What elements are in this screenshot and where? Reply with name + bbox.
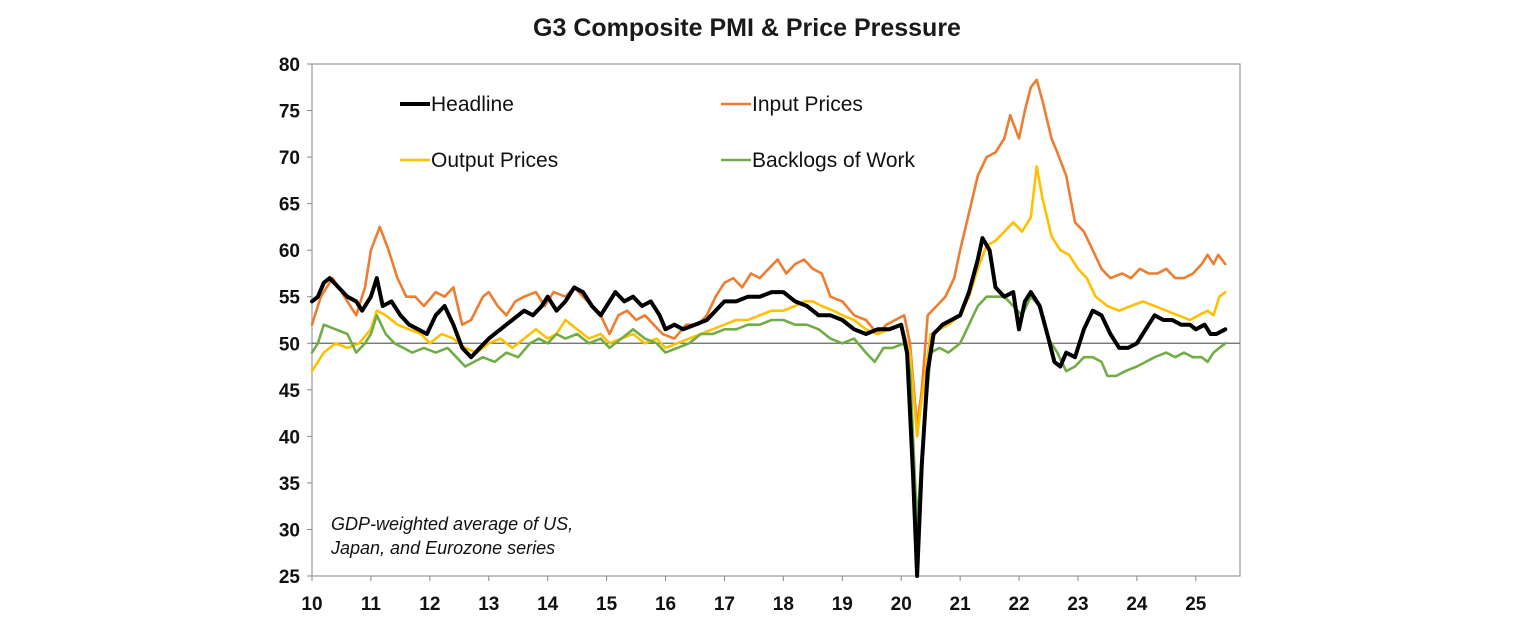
y-tick-label: 55 <box>279 288 301 309</box>
legend-label-input-prices: Input Prices <box>752 93 863 116</box>
y-tick-label: 25 <box>279 567 301 588</box>
annotation-line-2: Japan, and Eurozone series <box>330 538 555 558</box>
x-tick-label: 24 <box>1126 594 1148 615</box>
annotation-line-1: GDP-weighted average of US, <box>331 514 573 534</box>
series-line-input-prices <box>310 78 1227 429</box>
x-tick-label: 14 <box>537 594 559 615</box>
y-tick-label: 70 <box>279 148 300 169</box>
y-tick-label: 80 <box>279 55 300 76</box>
x-tick-label: 23 <box>1067 594 1088 615</box>
x-tick-label: 18 <box>773 594 794 615</box>
x-tick-label: 11 <box>361 594 382 615</box>
x-tick-label: 10 <box>301 594 322 615</box>
series-line-backlogs-of-work <box>310 295 1227 527</box>
y-tick-label: 40 <box>279 427 300 448</box>
y-tick-label: 50 <box>279 334 300 355</box>
annotation-group: GDP-weighted average of US, Japan, and E… <box>330 514 573 558</box>
x-tick-label: 17 <box>714 594 735 615</box>
y-tick-label: 35 <box>279 474 301 495</box>
legend-label-output-prices: Output Prices <box>431 149 558 172</box>
x-axis: 10 11 12 13 14 15 16 17 18 19 20 21 22 23 24 25 <box>301 576 1207 615</box>
x-tick-label: 15 <box>596 594 618 615</box>
x-tick-label: 19 <box>832 594 853 615</box>
y-tick-label: 30 <box>279 520 300 541</box>
x-tick-label: 25 <box>1185 594 1207 615</box>
series-line-headline <box>310 236 1228 578</box>
x-tick-label: 21 <box>950 594 972 615</box>
legend-label-backlogs-of-work: Backlogs of Work <box>752 149 916 172</box>
x-tick-label: 13 <box>478 594 499 615</box>
y-tick-label: 60 <box>279 241 300 262</box>
legend-label-headline: Headline <box>431 93 514 116</box>
y-tick-label: 45 <box>279 381 301 402</box>
legend: Headline Input Prices Output Prices Backlog… <box>400 93 916 172</box>
y-tick-label: 75 <box>279 102 301 123</box>
x-tick-label: 20 <box>891 594 912 615</box>
x-tick-label: 12 <box>419 594 440 615</box>
y-tick-label: 65 <box>279 195 301 216</box>
chart-title: G3 Composite PMI & Price Pressure <box>533 14 961 42</box>
x-tick-label: 22 <box>1008 594 1029 615</box>
series-group <box>310 78 1228 578</box>
y-axis: 25 30 35 40 45 50 55 60 65 70 75 80 <box>279 55 312 588</box>
x-tick-label: 16 <box>655 594 676 615</box>
